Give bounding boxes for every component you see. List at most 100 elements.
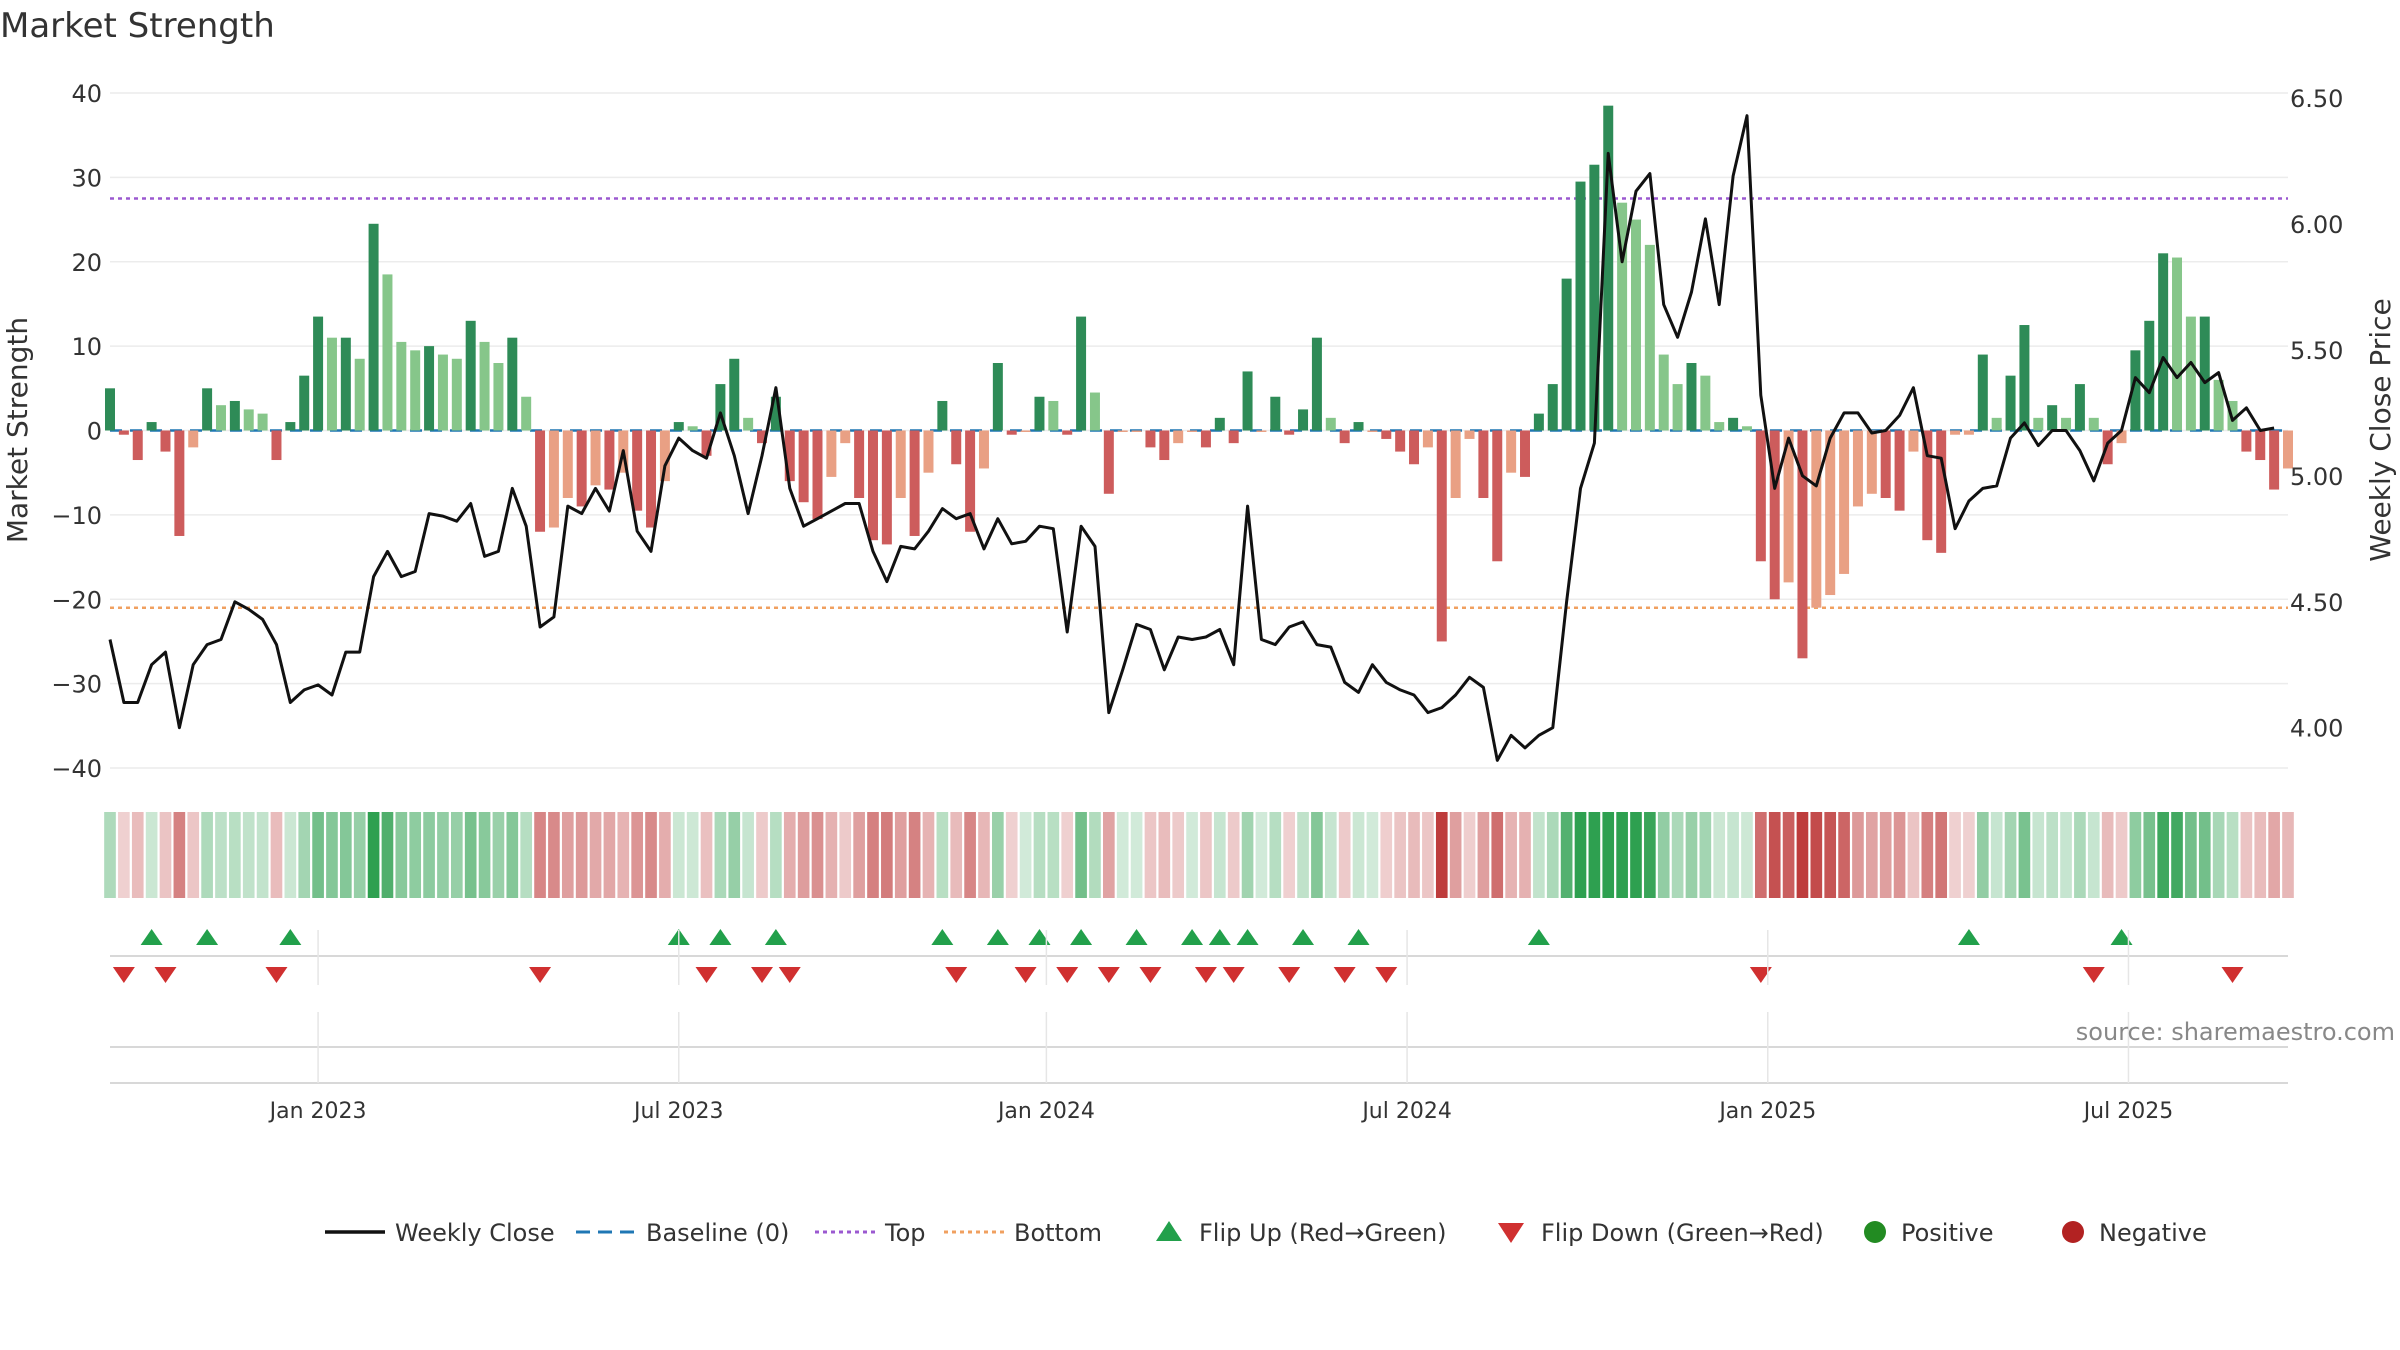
strength-bar <box>1880 430 1891 498</box>
heat-cell <box>2032 812 2045 898</box>
strength-bar <box>1353 422 1364 431</box>
heat-cell <box>506 812 519 898</box>
y2-tick-label: 4.50 <box>2290 589 2343 617</box>
strength-bar <box>1936 430 1947 553</box>
weekly-close-line-group <box>108 114 2275 762</box>
strength-bar <box>548 430 559 528</box>
heat-cell <box>1338 812 1351 898</box>
strength-bar <box>881 430 892 545</box>
flip-down-marker <box>1139 967 1162 983</box>
strength-bar <box>202 388 213 431</box>
y-tick-label: 0 <box>87 418 102 446</box>
heat-cell <box>1574 812 1587 898</box>
flip-down-marker <box>2221 967 2244 983</box>
strength-bar <box>1242 371 1253 431</box>
heat-cell <box>2087 812 2100 898</box>
strength-bar <box>1062 430 1073 435</box>
heat-cell <box>575 812 588 898</box>
heat-cell <box>659 812 671 898</box>
legend: Weekly Close Baseline (0) Top Bottom Flip Up… <box>325 1219 2207 1247</box>
strength-bar <box>1048 400 1059 431</box>
heat-cell <box>1158 812 1171 898</box>
strength-bar <box>1298 409 1309 431</box>
heat-cell <box>131 812 144 898</box>
heat-cell <box>2240 812 2253 898</box>
heat-cell <box>1616 812 1628 898</box>
y-tick-label: 40 <box>71 80 102 108</box>
heat-cell <box>2046 812 2058 898</box>
strength-bar <box>1533 413 1544 431</box>
x-tick-label: Jan 2023 <box>268 1099 367 1124</box>
strength-bar <box>1200 430 1211 448</box>
strength-bar <box>978 430 989 469</box>
flip-down-marker <box>112 967 135 983</box>
y-tick-label: −40 <box>51 755 102 783</box>
strength-bar <box>729 358 740 431</box>
flip-down-marker <box>1375 967 1398 983</box>
strength-bar <box>1547 384 1558 431</box>
heat-cell <box>700 812 713 898</box>
y-axis-label: Market Strength <box>1 317 34 543</box>
flip-up-marker <box>2110 929 2133 945</box>
heat-cell <box>2198 812 2211 898</box>
heat-cell <box>1852 812 1864 898</box>
heat-cell <box>1768 812 1781 898</box>
heat-cell <box>1976 812 1989 898</box>
strength-bar <box>410 350 421 431</box>
heat-cell <box>1422 812 1434 898</box>
y2-tick-label: 4.00 <box>2290 715 2343 743</box>
heat-cell <box>783 812 796 898</box>
strength-bar <box>937 400 948 431</box>
strength-bar <box>909 430 920 536</box>
heat-cell <box>1588 812 1601 898</box>
strength-bar <box>1187 430 1198 432</box>
strength-bar <box>1020 430 1031 432</box>
x-tick-label: Jan 2024 <box>996 1099 1095 1124</box>
heat-cell <box>1893 812 1906 898</box>
reference-lines <box>110 197 2288 609</box>
strength-bar <box>965 430 976 532</box>
flip-down-marker <box>1014 967 1037 983</box>
y-tick-label: −30 <box>51 671 102 699</box>
heat-cell <box>1241 812 1254 898</box>
strength-bar <box>1894 430 1905 511</box>
strength-bar <box>1866 430 1877 494</box>
strength-bar <box>2005 375 2016 431</box>
heat-cell <box>1269 812 1282 898</box>
y2-tick-label: 5.50 <box>2290 337 2343 365</box>
legend-label: Top <box>884 1219 926 1247</box>
legend-label: Negative <box>2099 1219 2207 1247</box>
heat-cell <box>992 812 1004 898</box>
heat-cell <box>367 812 380 898</box>
strength-bar <box>2033 417 2044 431</box>
heat-cell <box>1394 812 1406 898</box>
strength-bar <box>867 430 878 541</box>
heat-cell <box>215 812 227 898</box>
heat-cell <box>631 812 643 898</box>
heat-cell <box>1546 812 1559 898</box>
strength-bar <box>105 388 115 431</box>
strength-bar <box>1672 384 1683 431</box>
strength-bar <box>895 430 906 498</box>
heat-cell <box>1477 812 1490 898</box>
strength-bar <box>840 430 851 444</box>
heat-cell <box>964 812 976 898</box>
flip-up-marker <box>764 929 787 945</box>
flip-up-marker <box>196 929 219 945</box>
flip-down-marker <box>2082 967 2105 983</box>
strength-bar <box>590 430 601 486</box>
strength-bar <box>715 384 726 431</box>
strength-bar <box>1478 430 1489 498</box>
strength-bar <box>2213 379 2224 431</box>
heat-cell <box>104 812 116 898</box>
x-tick-label: Jan 2025 <box>1717 1099 1816 1124</box>
heat-cell <box>145 812 158 898</box>
heat-cell <box>492 812 505 898</box>
strength-bar <box>604 430 615 490</box>
flip-up-marker <box>709 929 732 945</box>
strength-bar <box>632 430 643 511</box>
strength-bar <box>2144 320 2155 431</box>
strength-bar <box>576 430 587 507</box>
strength-bar <box>146 422 157 431</box>
heat-cell <box>2254 812 2267 898</box>
